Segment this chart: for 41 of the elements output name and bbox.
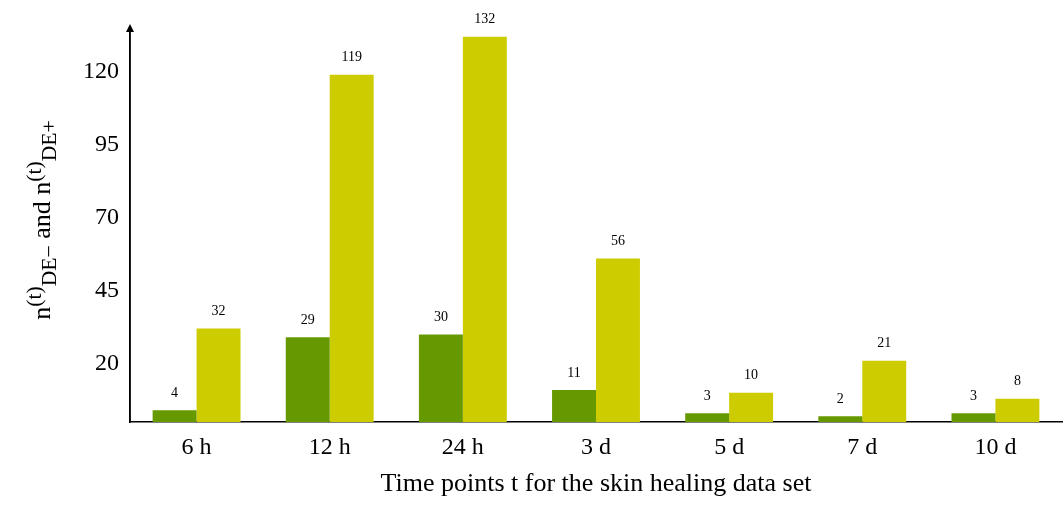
- data-label: 32: [211, 303, 226, 319]
- data-label: 4: [171, 385, 179, 400]
- data-label: 3: [703, 387, 711, 403]
- data-label: 3: [969, 387, 977, 403]
- x-tick-label: 6 h: [181, 432, 212, 459]
- data-label: 132: [474, 11, 496, 27]
- y-tick-label: 70: [95, 203, 119, 229]
- y-tick-label: 120: [83, 57, 119, 84]
- bar: [685, 413, 730, 422]
- bar: [329, 74, 374, 422]
- bar: [418, 334, 463, 422]
- y-tick-label: 45: [95, 275, 119, 302]
- data-label: 10: [744, 367, 759, 383]
- data-label: 2: [836, 390, 844, 406]
- data-label: 11: [567, 364, 581, 380]
- y-tick-label: 95: [95, 130, 119, 157]
- data-label: 21: [877, 335, 892, 351]
- bar: [951, 413, 996, 422]
- y-tick-label: 20: [95, 348, 119, 375]
- data-label: 30: [433, 309, 448, 325]
- bar: [152, 410, 197, 422]
- x-tick-label: 5 d: [714, 432, 745, 459]
- bar: [995, 398, 1040, 422]
- data-label: 29: [300, 312, 315, 328]
- bar: [462, 36, 507, 422]
- x-axis-title: Time points t for the skin healing data set: [380, 468, 813, 498]
- bar: [596, 258, 640, 422]
- bar: [196, 328, 241, 422]
- data-label: 8: [1013, 373, 1021, 389]
- data-label: 56: [610, 233, 625, 249]
- x-tick-label: 3 d: [581, 432, 611, 459]
- bar: [552, 389, 596, 422]
- data-label: 119: [341, 49, 362, 65]
- bar: [818, 416, 863, 422]
- bar: [729, 392, 774, 422]
- x-tick-label: 7 d: [847, 432, 878, 459]
- bar: [862, 360, 907, 422]
- x-tick-label: 12 h: [308, 432, 351, 459]
- x-tick-label: 10 d: [974, 432, 1017, 459]
- bar: [285, 337, 330, 422]
- x-tick-label: 24 h: [441, 432, 484, 459]
